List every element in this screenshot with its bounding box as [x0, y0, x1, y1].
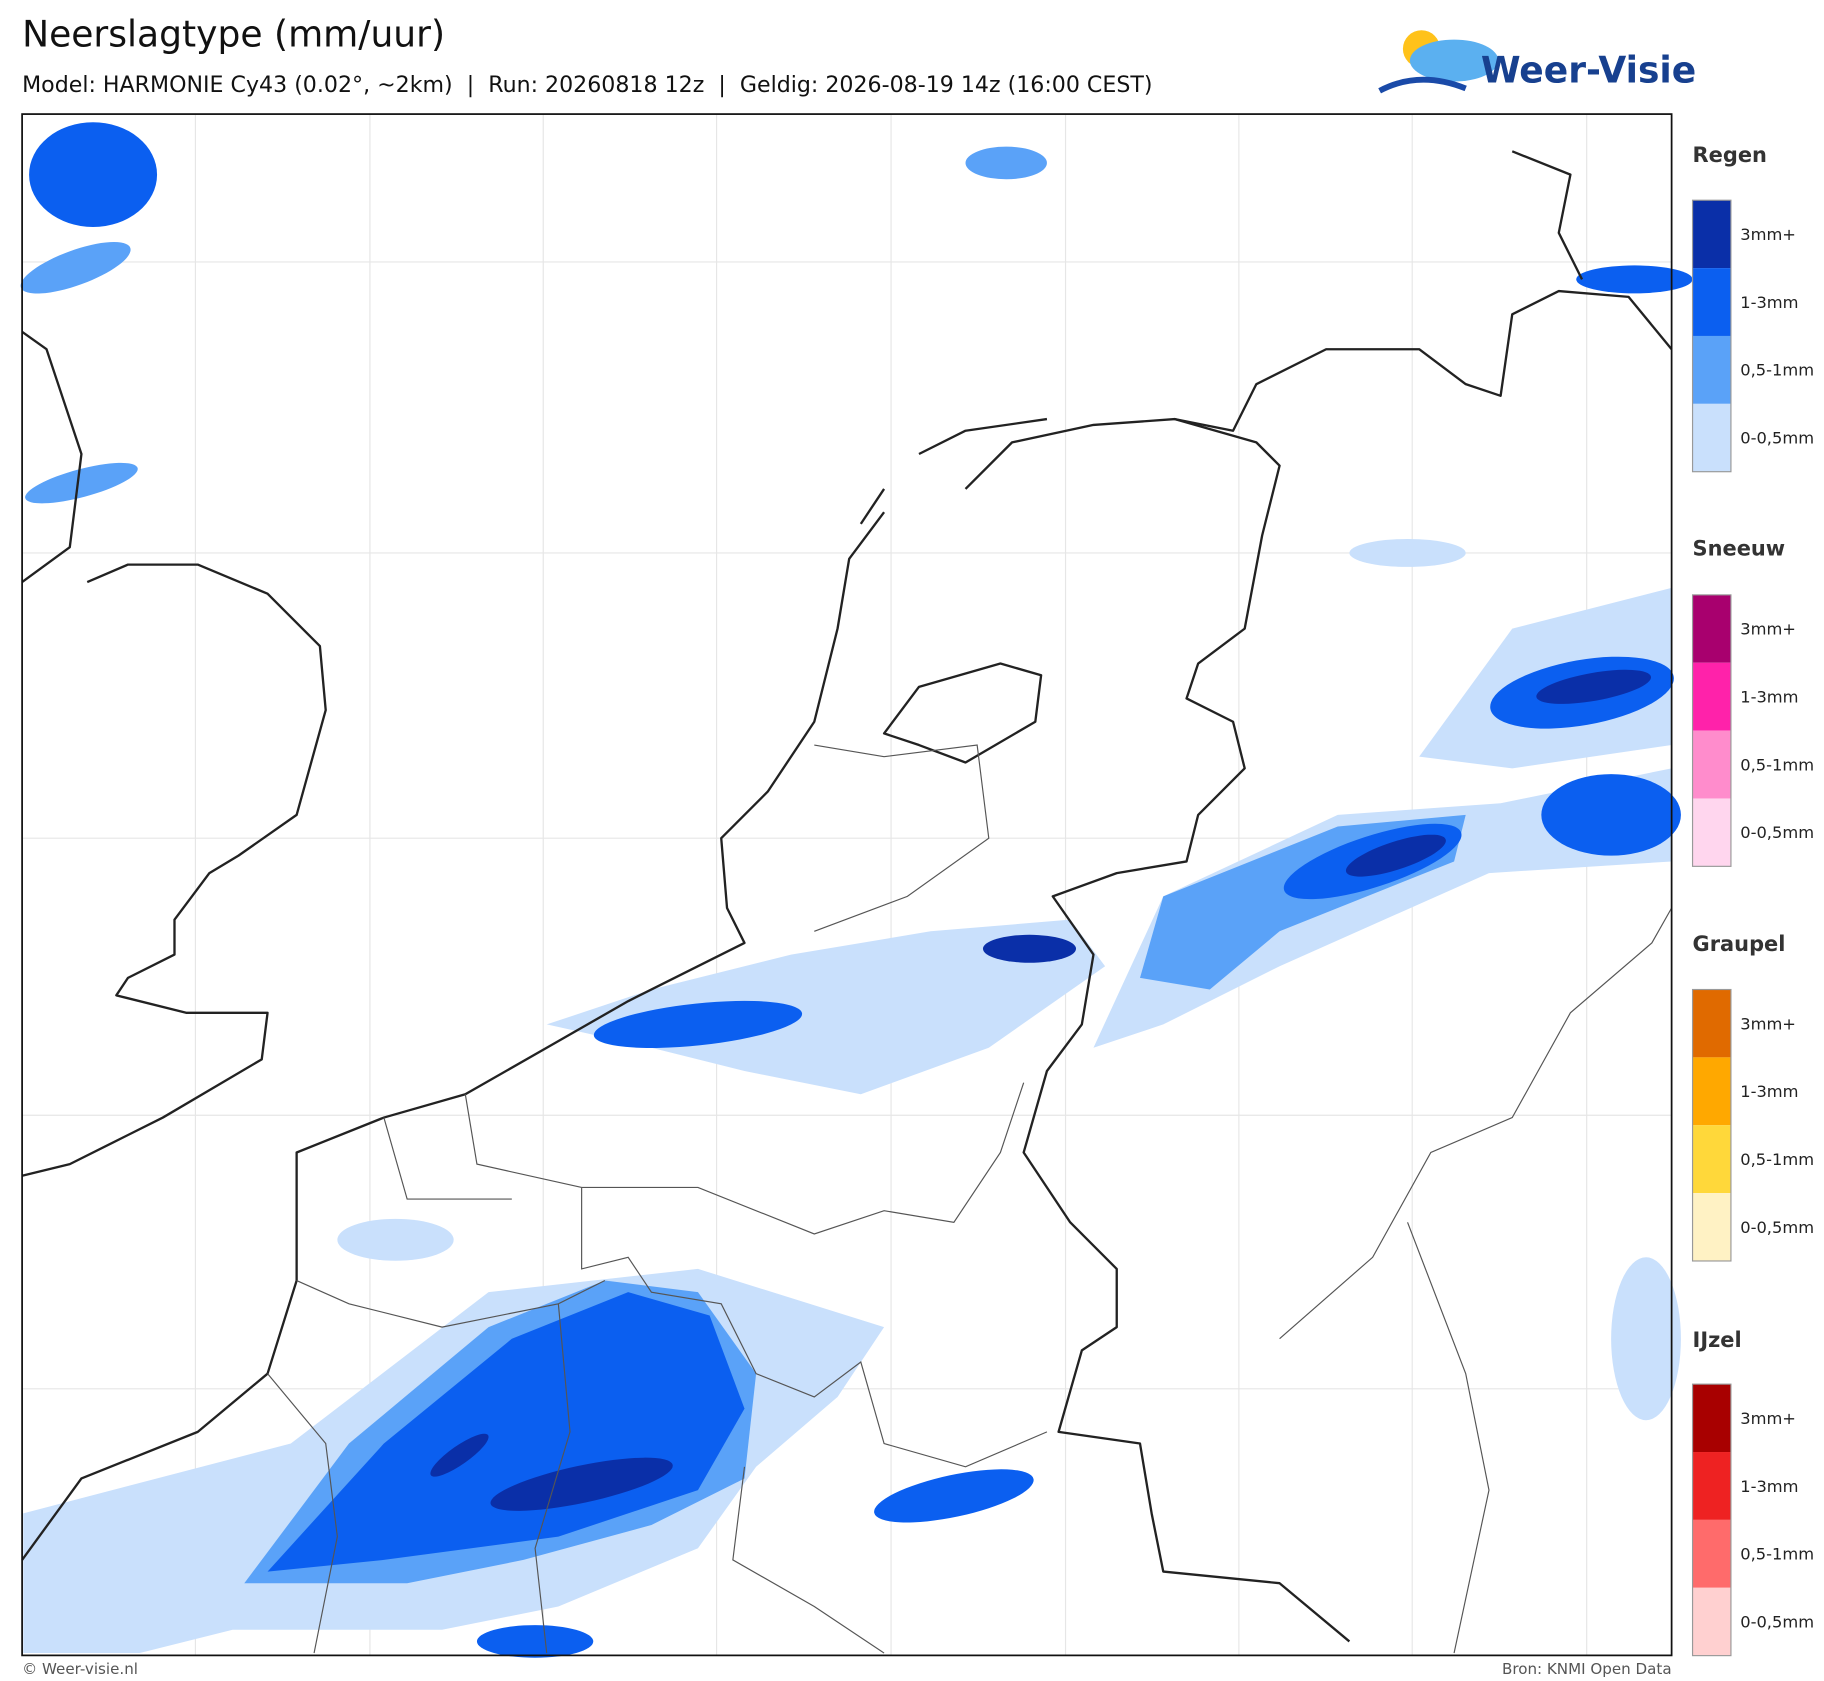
- subtitle: Model: HARMONIE Cy43 (0.02°, ~2km) | Run…: [22, 72, 1152, 98]
- legend-swatch: [1692, 798, 1731, 867]
- legend-swatch: [1692, 1587, 1731, 1656]
- legend-frame: [1691, 988, 1732, 1262]
- title: Neerslagtype (mm/uur): [22, 14, 445, 56]
- legend-frame: [1691, 1383, 1732, 1657]
- legend-frame: [1691, 594, 1732, 867]
- legend-swatch: [1692, 662, 1731, 731]
- legend-label: 1-3mm: [1740, 293, 1798, 312]
- legend-label: 0-0,5mm: [1740, 823, 1814, 842]
- precipitation: [20, 122, 1693, 1658]
- legend-swatch: [1692, 1384, 1731, 1453]
- legend-group-title: Sneeuw: [1693, 536, 1786, 560]
- legend-group-title: Graupel: [1693, 932, 1786, 956]
- legend-swatch: [1692, 594, 1731, 663]
- borders: [267, 744, 1673, 1654]
- legend-swatch: [1692, 1193, 1731, 1261]
- legend: Regen 3mm+ 1-3mm 0,5-1mm 0-0,5mm Sneeuw 3mm+ 1-…: [1691, 143, 1814, 1657]
- legend-swatch: [1692, 403, 1731, 472]
- legend-label: 0,5-1mm: [1740, 1545, 1814, 1564]
- legend-swatch: [1692, 200, 1731, 269]
- footer-right: Bron: KNMI Open Data: [1502, 1660, 1672, 1678]
- legend-label: 1-3mm: [1740, 687, 1798, 706]
- legend-label: 0-0,5mm: [1740, 1613, 1814, 1632]
- legend-swatch: [1692, 268, 1731, 336]
- legend-label: 3mm+: [1740, 225, 1796, 244]
- legend-swatch: [1692, 1519, 1731, 1588]
- legend-swatch: [1692, 1452, 1731, 1520]
- legend-frame: [1691, 199, 1732, 473]
- legend-label: 3mm+: [1740, 1014, 1796, 1033]
- legend-label: 0,5-1mm: [1740, 1150, 1814, 1169]
- logo: Weer-Visie: [1378, 30, 1696, 94]
- footer-left: © Weer-visie.nl: [22, 1660, 138, 1678]
- legend-label: 3mm+: [1740, 1409, 1796, 1428]
- legend-label: 1-3mm: [1740, 1082, 1798, 1101]
- legend-label: 0,5-1mm: [1740, 755, 1814, 774]
- legend-label: 3mm+: [1740, 620, 1796, 639]
- legend-swatch: [1692, 335, 1731, 404]
- logo-text: Weer-Visie: [1481, 50, 1696, 92]
- legend-swatch: [1692, 989, 1731, 1058]
- legend-swatch: [1692, 1057, 1731, 1126]
- legend-group-title: Regen: [1693, 143, 1767, 167]
- legend-label: 0-0,5mm: [1740, 1218, 1814, 1237]
- legend-group-title: IJzel: [1693, 1328, 1742, 1352]
- legend-label: 0,5-1mm: [1740, 361, 1814, 380]
- legend-swatch: [1692, 1125, 1731, 1194]
- map: [20, 113, 1693, 1658]
- legend-swatch: [1692, 730, 1731, 799]
- legend-label: 1-3mm: [1740, 1477, 1798, 1496]
- legend-label: 0-0,5mm: [1740, 429, 1814, 448]
